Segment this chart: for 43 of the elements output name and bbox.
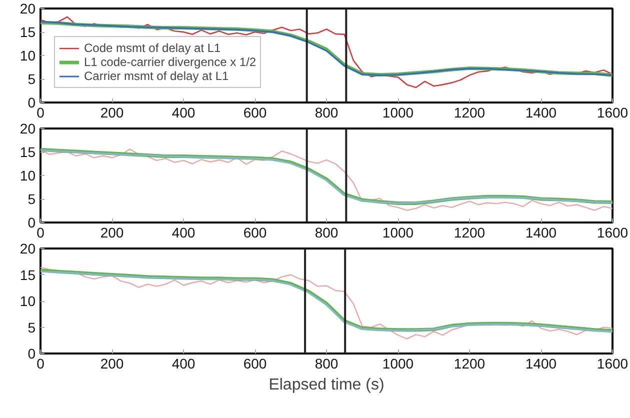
x-tick-label: 600 (243, 104, 267, 120)
y-tick-label: 15 (20, 144, 36, 160)
y-tick-label: 0 (28, 94, 36, 110)
y-tick-label: 10 (20, 168, 36, 184)
x-tick-label: 800 (314, 224, 338, 240)
x-tick-label: 600 (243, 224, 267, 240)
x-tick-label: 400 (172, 104, 196, 120)
y-tick-label: 5 (28, 319, 36, 336)
y-tick-label: 20 (20, 120, 36, 136)
y-tick-label: 10 (20, 293, 36, 309)
y-tick-label: 5 (28, 71, 36, 87)
y-tick-label: 15 (20, 266, 36, 283)
x-tick-label: 1400 (525, 356, 557, 372)
y-tick-label: 20 (20, 240, 36, 256)
x-tick-label: 200 (100, 224, 124, 240)
x-axis-title: Elapsed time (s) (268, 376, 384, 394)
x-tick-label: 1200 (454, 104, 486, 120)
x-tick-label: 1600 (596, 224, 628, 240)
y-tick-label: 0 (28, 346, 36, 362)
y-tick-label: 10 (20, 48, 36, 64)
y-tick-label: 0 (28, 214, 36, 230)
x-tick-label: 1000 (382, 104, 414, 120)
x-tick-label: 1000 (382, 224, 414, 240)
y-tick-label: 15 (20, 24, 36, 40)
legend-label: L1 code-carrier divergence x 1/2 (84, 55, 256, 69)
x-tick-label: 600 (243, 356, 267, 372)
x-tick-label: 400 (172, 356, 196, 372)
x-tick-label: 400 (172, 224, 196, 240)
legend-label: Code msmt of delay at L1 (84, 41, 221, 55)
x-tick-label: 1200 (454, 356, 486, 372)
x-tick-label: 800 (314, 356, 338, 372)
x-tick-label: 1400 (525, 104, 557, 120)
x-tick-label: 1400 (525, 224, 557, 240)
x-tick-label: 800 (314, 104, 338, 120)
x-tick-label: 1600 (596, 356, 628, 372)
x-tick-label: 200 (100, 356, 124, 372)
x-tick-label: 1000 (382, 356, 414, 372)
y-tick-label: 5 (28, 191, 36, 207)
y-tick-label: 20 (20, 0, 36, 16)
legend-label: Carrier msmt of delay at L1 (84, 69, 229, 83)
x-tick-label: 200 (100, 104, 124, 120)
x-tick-label: 1200 (454, 224, 486, 240)
x-tick-label: 1600 (596, 104, 628, 120)
